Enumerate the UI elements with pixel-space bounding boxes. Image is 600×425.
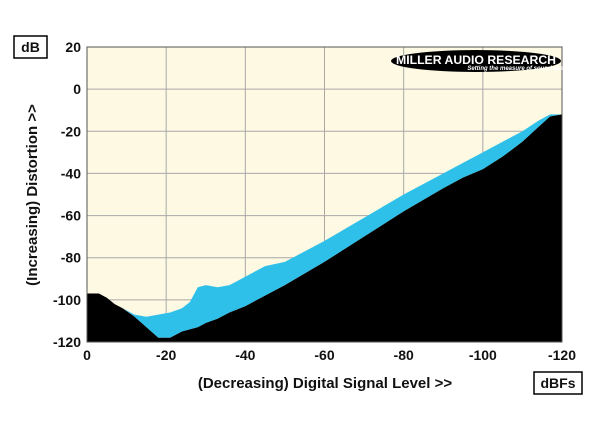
y-unit-label: dB — [21, 39, 40, 55]
x-tick-label: -40 — [235, 347, 255, 363]
x-axis-title: (Decreasing) Digital Signal Level >> — [198, 375, 452, 392]
x-tick-label: 0 — [83, 347, 91, 363]
y-tick-label: 0 — [73, 81, 81, 97]
x-unit-label: dBFs — [541, 375, 576, 391]
y-tick-label: 20 — [65, 39, 81, 55]
y-tick-label: -100 — [53, 292, 81, 308]
y-unit-box — [13, 35, 48, 59]
logo-tagline: Setting the measure of sound quality — [467, 66, 573, 72]
y-tick-label: -60 — [61, 208, 81, 224]
y-tick-label: -120 — [53, 334, 81, 350]
plot-frame — [86, 46, 563, 343]
logo-ellipse — [391, 50, 561, 72]
logo-text: MILLER AUDIO RESEARCH — [396, 53, 556, 67]
distortion-band — [87, 114, 562, 338]
y-tick-label: -20 — [61, 123, 81, 139]
y-axis-title: (Increasing) Distortion >> — [24, 104, 41, 286]
x-tick-label: -60 — [314, 347, 334, 363]
noise-floor-area — [87, 114, 562, 342]
y-tick-label: -80 — [61, 250, 81, 266]
miller-audio-research-logo: MILLER AUDIO RESEARCH Setting the measur… — [391, 50, 573, 72]
x-tick-label: -80 — [394, 347, 414, 363]
x-tick-label: -20 — [156, 347, 176, 363]
x-tick-label: -100 — [469, 347, 497, 363]
x-tick-labels: 0 -20 -40 -60 -80 -100 -120 — [83, 347, 576, 363]
x-tick-label: -120 — [548, 347, 576, 363]
x-unit-box — [533, 371, 583, 395]
y-tick-label: -40 — [61, 165, 81, 181]
y-tick-labels: 20 0 -20 -40 -60 -80 -100 -120 — [53, 39, 81, 350]
